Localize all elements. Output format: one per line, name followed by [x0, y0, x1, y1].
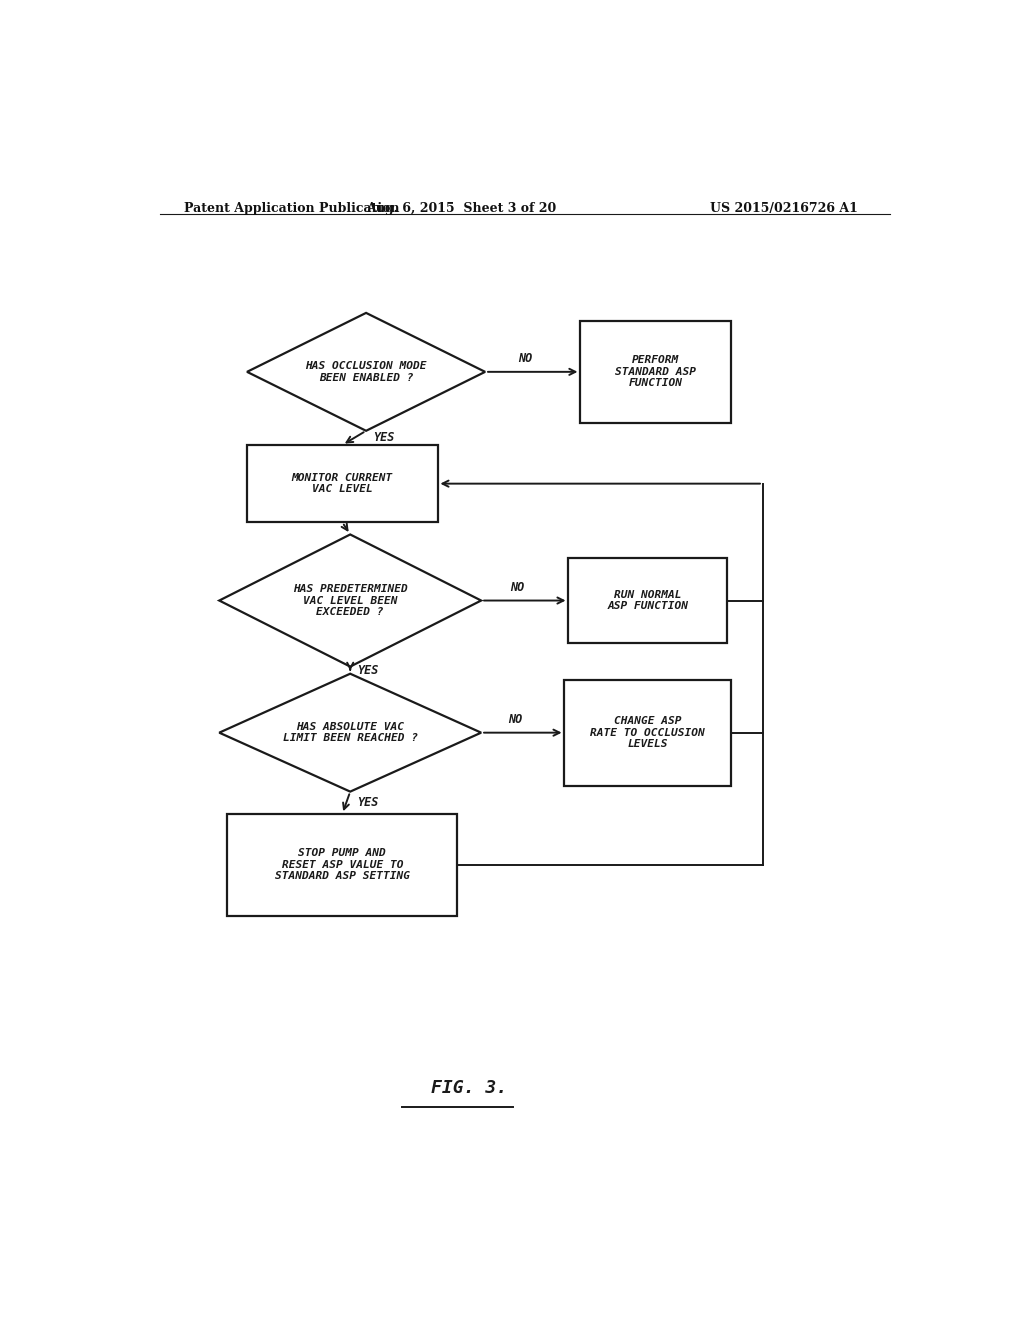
Text: Patent Application Publication: Patent Application Publication: [183, 202, 399, 215]
Text: HAS OCCLUSION MODE
BEEN ENABLED ?: HAS OCCLUSION MODE BEEN ENABLED ?: [305, 362, 427, 383]
Text: PERFORM
STANDARD ASP
FUNCTION: PERFORM STANDARD ASP FUNCTION: [615, 355, 696, 388]
Text: YES: YES: [357, 796, 378, 809]
Bar: [581, 321, 731, 422]
Text: NO: NO: [518, 352, 531, 366]
Text: CHANGE ASP
RATE TO OCCLUSION
LEVELS: CHANGE ASP RATE TO OCCLUSION LEVELS: [591, 715, 706, 750]
Text: RUN NORMAL
ASP FUNCTION: RUN NORMAL ASP FUNCTION: [607, 590, 688, 611]
Text: HAS PREDETERMINED
VAC LEVEL BEEN
EXCEEDED ?: HAS PREDETERMINED VAC LEVEL BEEN EXCEEDE…: [293, 583, 408, 618]
Text: YES: YES: [373, 432, 394, 445]
Text: HAS ABSOLUTE VAC
LIMIT BEEN REACHED ?: HAS ABSOLUTE VAC LIMIT BEEN REACHED ?: [283, 722, 418, 743]
Text: YES: YES: [357, 664, 378, 677]
Text: FIG. 3.: FIG. 3.: [431, 1080, 507, 1097]
Text: STOP PUMP AND
RESET ASP VALUE TO
STANDARD ASP SETTING: STOP PUMP AND RESET ASP VALUE TO STANDAR…: [274, 849, 410, 882]
Bar: [564, 680, 731, 785]
Text: NO: NO: [510, 581, 524, 594]
Bar: [227, 814, 458, 916]
Text: US 2015/0216726 A1: US 2015/0216726 A1: [711, 202, 858, 215]
Text: NO: NO: [508, 713, 522, 726]
Text: Aug. 6, 2015  Sheet 3 of 20: Aug. 6, 2015 Sheet 3 of 20: [367, 202, 556, 215]
Text: MONITOR CURRENT
VAC LEVEL: MONITOR CURRENT VAC LEVEL: [292, 473, 393, 495]
Bar: [247, 445, 437, 523]
Bar: [568, 558, 727, 643]
